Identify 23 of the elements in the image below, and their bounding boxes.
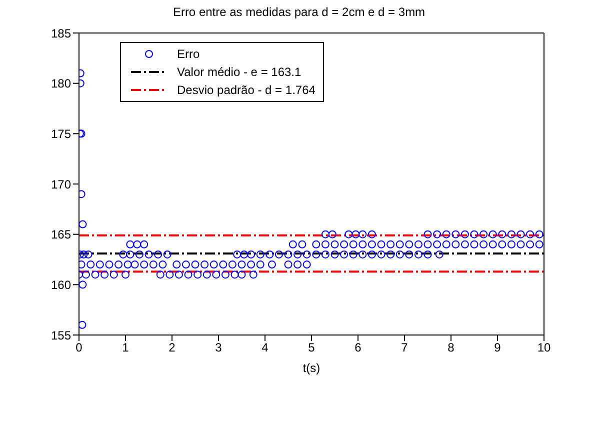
y-tick-label: 155 [50,328,72,342]
x-tick-label: 8 [448,340,455,355]
y-tick-label: 185 [50,26,72,40]
legend-label: Desvio padrão - d = 1.764 [177,83,316,97]
x-axis-title: t(s) [302,361,320,375]
x-tick-label: 3 [215,340,222,355]
chart-title: Erro entre as medidas para d = 2cm e d = 3mm [172,5,426,19]
x-tick-label: 4 [262,340,269,355]
legend-label: Erro [177,47,200,61]
legend-label: Valor médio - e = 163.1 [177,65,302,79]
y-tick-label: 160 [50,278,72,292]
x-tick-label: 7 [401,340,408,355]
y-tick-label: 180 [50,76,72,91]
y-tick-label: 175 [50,126,72,141]
x-tick-label: 10 [537,340,551,355]
y-tick-label: 165 [50,228,72,242]
x-tick-label: 1 [122,340,130,355]
x-tick-label: 6 [354,340,362,355]
x-tick-label: 2 [168,340,176,355]
y-tick-label: 170 [50,177,72,192]
x-tick-label: 0 [76,340,83,355]
x-tick-label: 9 [494,340,502,355]
x-tick-label: 5 [308,340,316,355]
